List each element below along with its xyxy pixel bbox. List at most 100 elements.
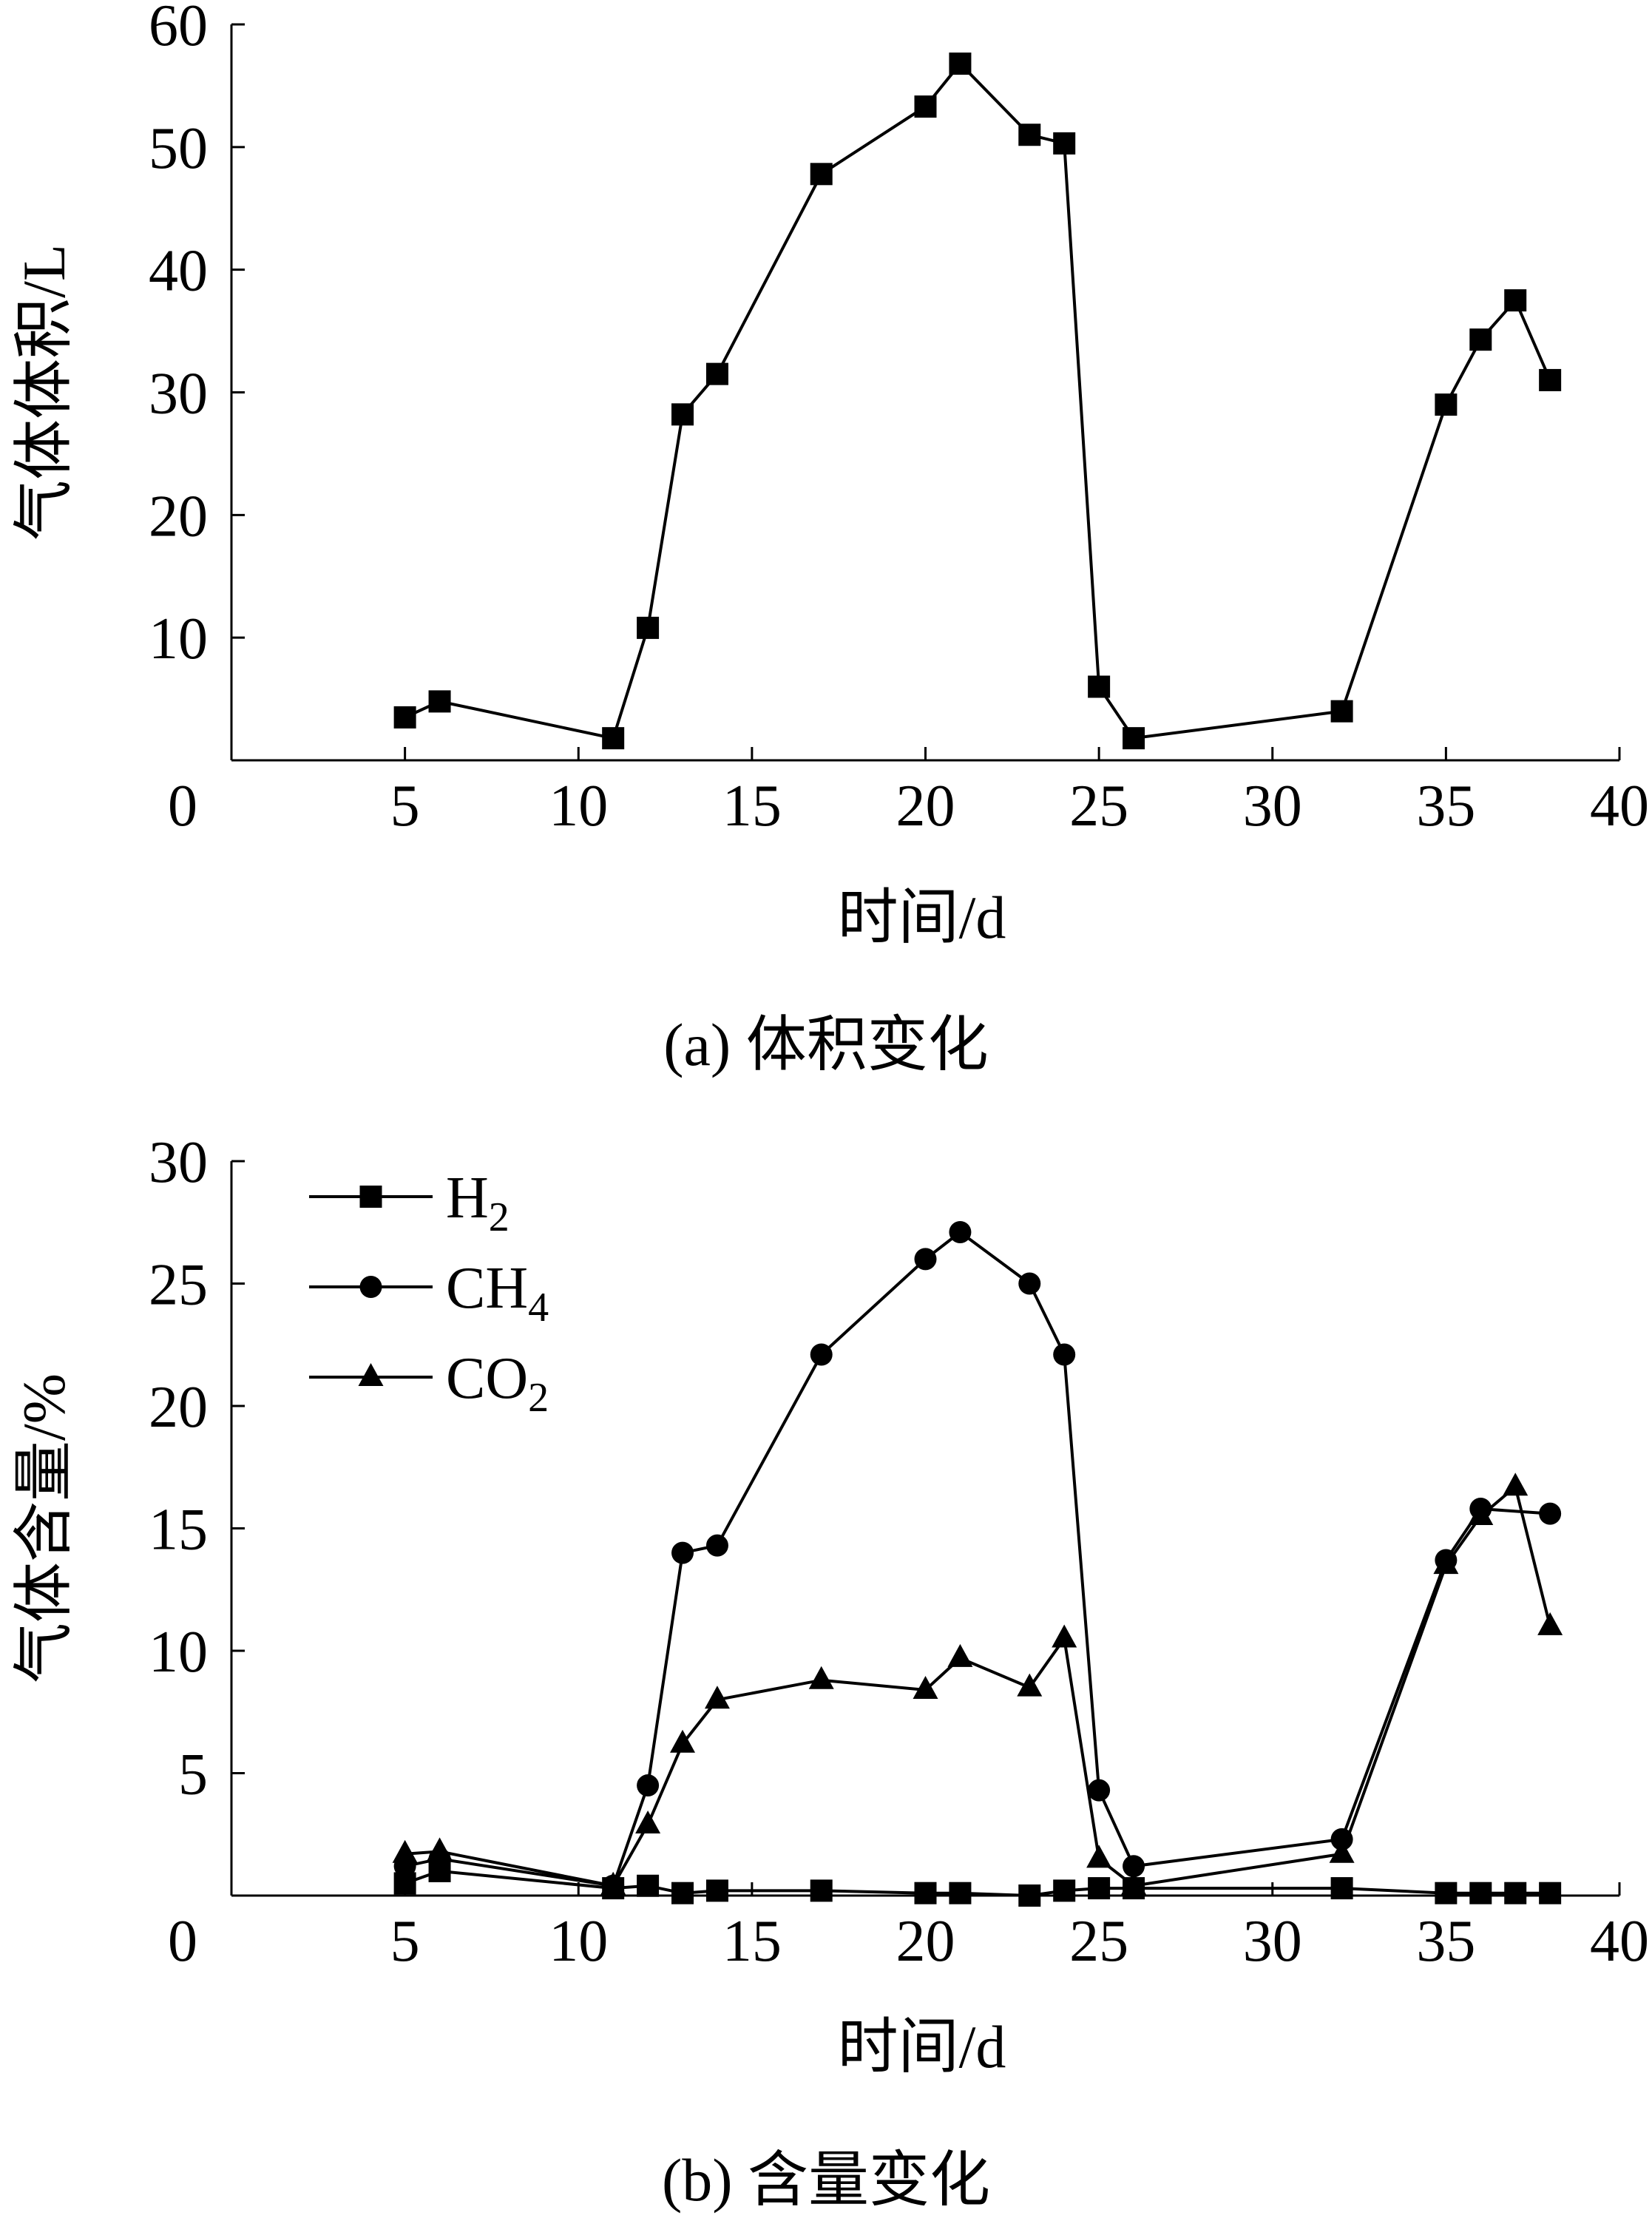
y-tick-label: 5 bbox=[178, 1742, 208, 1808]
data-point bbox=[1123, 1855, 1145, 1878]
legend-marker bbox=[359, 1276, 382, 1298]
data-point bbox=[670, 1729, 696, 1753]
series-CH4 bbox=[393, 1220, 1562, 1897]
x-tick-label: 35 bbox=[1416, 774, 1475, 839]
legend-marker bbox=[359, 1186, 382, 1208]
legend-label-subscript: 2 bbox=[528, 1375, 549, 1421]
data-point bbox=[392, 1839, 418, 1863]
x-tick-label: 15 bbox=[722, 1909, 782, 1974]
series-CO2 bbox=[392, 1473, 1563, 1895]
y-axis-title: 气体含量/% bbox=[10, 1373, 78, 1683]
data-point bbox=[671, 1882, 694, 1904]
x-tick-label: 40 bbox=[1590, 1909, 1649, 1974]
data-point bbox=[1539, 368, 1562, 391]
legend-label: H2 bbox=[446, 1166, 510, 1240]
x-tick-label: 10 bbox=[549, 1909, 608, 1974]
y-tick-label: 20 bbox=[149, 484, 208, 549]
x-tick-label: 40 bbox=[1590, 774, 1649, 839]
data-point bbox=[671, 1541, 694, 1564]
data-point bbox=[637, 1874, 660, 1897]
data-point bbox=[949, 1882, 972, 1904]
data-point bbox=[602, 727, 625, 750]
data-point bbox=[637, 1774, 660, 1797]
x-tick-label: 30 bbox=[1243, 1909, 1302, 1974]
data-point bbox=[1088, 1877, 1111, 1900]
y-tick-label: 20 bbox=[149, 1375, 208, 1440]
y-tick-label: 30 bbox=[149, 362, 208, 427]
y-tick-label: 15 bbox=[149, 1498, 208, 1563]
data-point bbox=[1537, 1612, 1563, 1635]
data-point bbox=[427, 1837, 453, 1861]
y-axis-title: 气体体积/L bbox=[10, 244, 78, 541]
data-point bbox=[810, 163, 833, 186]
data-point bbox=[1053, 132, 1076, 155]
panel-volume: 0 5 10 15 20 25 30 35 40 10 20 30 40 50 60 时间/d 气体体积/L (a… bbox=[10, 0, 1649, 1078]
y-tick-label: 25 bbox=[149, 1253, 208, 1318]
data-point bbox=[1330, 1877, 1353, 1900]
data-point bbox=[913, 1675, 938, 1699]
data-point bbox=[600, 1871, 626, 1895]
data-point bbox=[1469, 1882, 1492, 1904]
data-point bbox=[1088, 1779, 1111, 1802]
data-point bbox=[1123, 727, 1145, 750]
x-tick-label: 5 bbox=[390, 1909, 420, 1974]
data-point bbox=[705, 1534, 728, 1557]
series-H2 bbox=[393, 1859, 1562, 1907]
data-point bbox=[914, 1882, 937, 1904]
data-point bbox=[1433, 1551, 1459, 1575]
legend: H2 CH4 CO2 bbox=[309, 1166, 549, 1421]
data-point bbox=[914, 95, 937, 118]
data-point bbox=[914, 1248, 937, 1271]
data-point bbox=[1539, 1882, 1562, 1904]
data-point bbox=[1088, 675, 1111, 698]
data-point bbox=[947, 1643, 973, 1667]
data-point bbox=[810, 1879, 833, 1902]
y-tick-label: 40 bbox=[149, 239, 208, 304]
series-line bbox=[404, 1869, 1551, 1898]
data-point bbox=[705, 1879, 728, 1902]
legend-marker bbox=[358, 1363, 384, 1386]
x-tick-label: 35 bbox=[1416, 1909, 1475, 1974]
series-line bbox=[404, 1484, 1552, 1888]
data-point bbox=[1468, 1501, 1494, 1525]
y-tick-label: 10 bbox=[149, 1620, 208, 1685]
x-axis-title: 时间/d bbox=[838, 2013, 1006, 2080]
data-point bbox=[1330, 1828, 1353, 1850]
data-point bbox=[808, 1666, 834, 1689]
series-s0 bbox=[393, 53, 1562, 750]
data-point bbox=[671, 403, 694, 426]
data-point bbox=[704, 1686, 730, 1709]
data-point bbox=[1052, 1624, 1077, 1648]
data-point bbox=[1504, 1882, 1527, 1904]
panel-content: 0 5 10 15 20 25 30 35 40 5 10 15 20 25 30 时间/d 气体含量/% (b)… bbox=[10, 1130, 1649, 2214]
data-point bbox=[1539, 1502, 1562, 1525]
y-tick-label: 30 bbox=[149, 1130, 208, 1195]
x-tick-label: 10 bbox=[549, 774, 608, 839]
data-point bbox=[635, 1811, 661, 1834]
data-point bbox=[1018, 1884, 1041, 1907]
data-point bbox=[1435, 1882, 1458, 1904]
data-point bbox=[1330, 700, 1353, 723]
legend-label: CO2 bbox=[446, 1346, 549, 1421]
legend-label: CH4 bbox=[446, 1256, 549, 1331]
data-point bbox=[428, 690, 451, 713]
data-point bbox=[1017, 1673, 1043, 1697]
x-axis-title: 时间/d bbox=[838, 884, 1006, 951]
data-point bbox=[1504, 289, 1527, 312]
y-tick-label: 60 bbox=[149, 0, 208, 58]
legend-label-subscript: 4 bbox=[528, 1285, 549, 1331]
x-tick-label: 5 bbox=[390, 774, 420, 839]
x-tick-label: 25 bbox=[1069, 774, 1128, 839]
legend-label-subscript: 2 bbox=[489, 1194, 510, 1240]
panel-caption: (b) 含量变化 bbox=[662, 2146, 990, 2214]
data-point bbox=[949, 1220, 972, 1243]
x-tick-label: 25 bbox=[1069, 1909, 1128, 1974]
x-tick-label: 30 bbox=[1243, 774, 1302, 839]
data-point bbox=[393, 706, 416, 728]
y-tick-label: 50 bbox=[149, 116, 208, 181]
series-line bbox=[404, 1230, 1551, 1887]
x-tick-label: 0 bbox=[168, 774, 197, 839]
data-point bbox=[1086, 1845, 1112, 1868]
data-point bbox=[1018, 1272, 1041, 1295]
